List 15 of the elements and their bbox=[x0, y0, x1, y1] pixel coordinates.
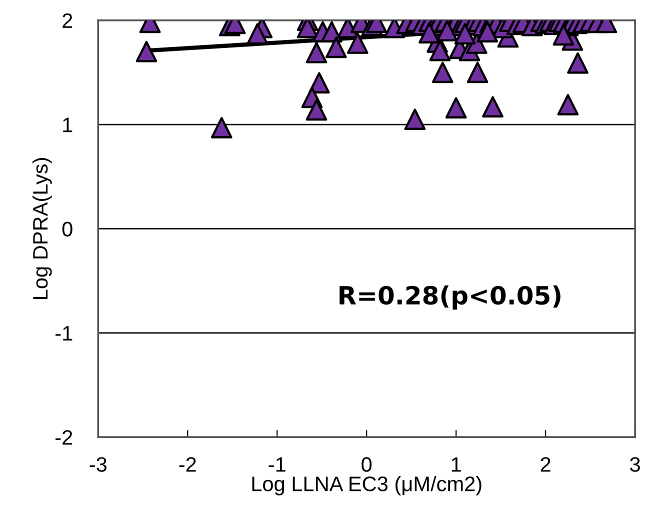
x-tick-label: 0 bbox=[362, 457, 372, 472]
x-tick-label: -3 bbox=[90, 457, 106, 472]
y-tick-label: -2 bbox=[56, 430, 72, 445]
x-tick-label: -1 bbox=[268, 457, 286, 472]
y-tick-label: 0 bbox=[62, 222, 72, 236]
x-axis-title: Log LLNA EC3 (μM/cm2) bbox=[252, 476, 482, 496]
y-tick-label: 2 bbox=[62, 13, 72, 28]
x-tick-label: 3 bbox=[630, 457, 640, 472]
x-tick-label: 1 bbox=[452, 457, 461, 472]
y-tick-label: -1 bbox=[56, 326, 72, 340]
annotation: R=0.28(p<0.05) bbox=[340, 285, 560, 310]
y-tick-label: 1 bbox=[63, 118, 72, 132]
x-tick-label: -2 bbox=[179, 457, 196, 472]
y-axis-title: Log DPRA(Lys) bbox=[32, 158, 52, 299]
x-tick-label: 2 bbox=[540, 457, 550, 472]
